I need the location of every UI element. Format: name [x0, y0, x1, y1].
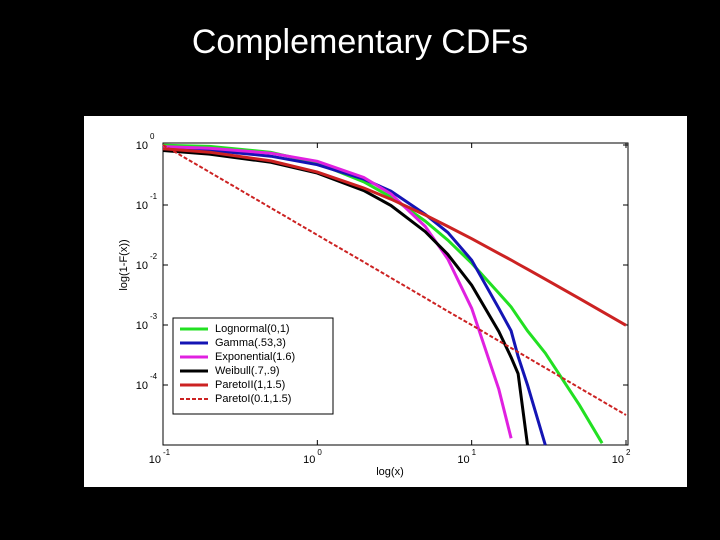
x-axis-label: log(x) [376, 466, 404, 478]
legend-label: Exponential(1.6) [215, 351, 295, 363]
y-tick-label: 10 [136, 260, 148, 272]
x-tick-exponent: 2 [626, 448, 631, 457]
y-tick-label: 10 [136, 320, 148, 332]
y-tick-label: 10 [136, 140, 148, 152]
y-tick-label: 10 [136, 380, 148, 392]
legend-label: Gamma(.53,3) [215, 337, 286, 349]
x-tick-label: 10 [303, 454, 315, 466]
y-tick-exponent: -2 [150, 252, 158, 261]
y-tick-exponent: -4 [150, 372, 158, 381]
x-tick-label: 10 [149, 454, 161, 466]
legend: Lognormal(0,1) Gamma(.53,3) Exponential(1.… [172, 317, 334, 415]
series-line [162, 145, 513, 439]
series-line [162, 147, 627, 327]
y-tick-exponent: 0 [150, 132, 155, 141]
legend-label: Weibull(.7,.9) [215, 365, 280, 377]
series-line [162, 144, 627, 416]
y-tick-exponent: -1 [150, 192, 158, 201]
x-tick-exponent: 0 [317, 448, 322, 457]
legend-label: Lognormal(0,1) [215, 323, 290, 335]
y-axis-label: log(1-F(x)) [118, 239, 130, 290]
plot-frame [162, 142, 629, 446]
slide-title: Complementary CDFs [192, 23, 528, 61]
x-tick-exponent: 1 [472, 448, 477, 457]
y-tick-exponent: -3 [150, 312, 158, 321]
y-tick-label: 10 [136, 200, 148, 212]
x-tick-label: 10 [457, 454, 469, 466]
legend-label: ParetoII(1,1.5) [215, 379, 285, 391]
x-tick-exponent: -1 [163, 448, 171, 457]
legend-label: ParetoI(0.1,1.5) [215, 393, 291, 405]
x-tick-label: 10 [612, 454, 624, 466]
